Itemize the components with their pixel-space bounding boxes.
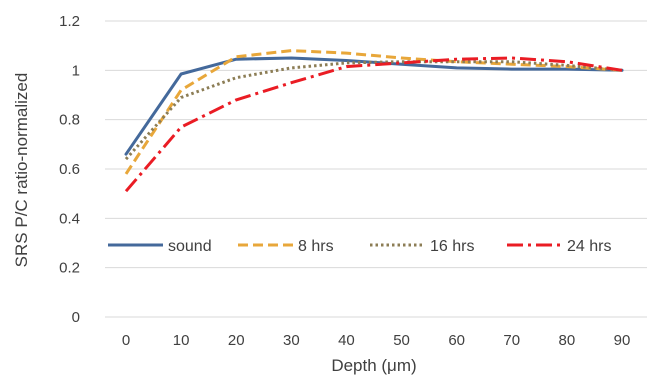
legend: sound 8 hrs 16 hrs 24 hrs: [108, 238, 611, 255]
y-tick-label: 1: [72, 62, 80, 79]
legend-label: sound: [168, 238, 212, 255]
legend-label: 8 hrs: [298, 238, 334, 255]
y-tick-label: 1.2: [59, 13, 80, 30]
series-lines: [124, 49, 624, 193]
x-tick-label: 40: [338, 332, 355, 349]
y-tick-label: 0.2: [59, 260, 80, 277]
y-tick-label: 0.4: [59, 210, 80, 227]
y-tick-label: 0.8: [59, 112, 80, 129]
x-tick-label: 60: [448, 332, 465, 349]
series-line-8-hrs: [124, 49, 623, 175]
legend-label: 24 hrs: [567, 238, 611, 255]
y-tick-label: 0: [72, 309, 80, 326]
x-axis-ticks: 0 10 20 30 40 50 60 70 80 90: [122, 332, 631, 349]
series-line-sound: [124, 56, 624, 156]
x-tick-label: 50: [393, 332, 410, 349]
x-tick-label: 0: [122, 332, 130, 349]
series-line-16-hrs: [124, 60, 623, 161]
x-tick-label: 30: [283, 332, 300, 349]
x-tick-label: 10: [173, 332, 190, 349]
x-tick-label: 90: [614, 332, 631, 349]
legend-label: 16 hrs: [430, 238, 474, 255]
y-tick-label: 0.6: [59, 161, 80, 178]
y-axis-title: SRS P/C ratio-normalized: [12, 73, 31, 268]
x-tick-label: 80: [559, 332, 576, 349]
x-tick-label: 70: [503, 332, 520, 349]
x-tick-label: 20: [228, 332, 245, 349]
x-axis-title: Depth (μm): [331, 356, 416, 375]
y-axis-ticks: 0 0.2 0.4 0.6 0.8 1 1.2: [59, 13, 80, 326]
